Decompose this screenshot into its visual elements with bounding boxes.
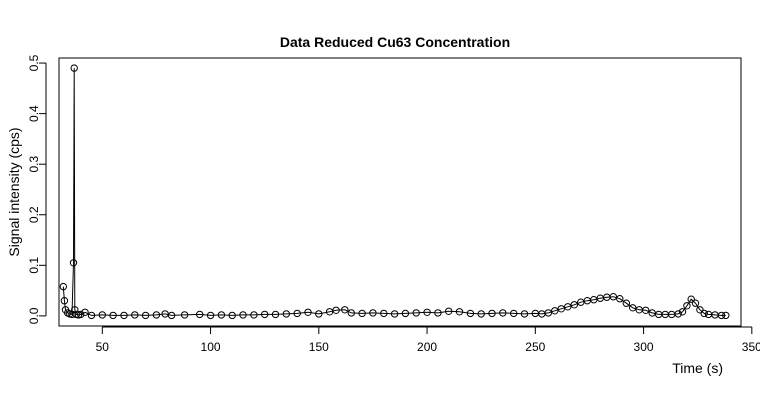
chart-title: Data Reduced Cu63 Concentration: [280, 34, 510, 50]
data-point: [499, 309, 507, 317]
y-axis: 0.0 0.1 0.2 0.3 0.4 0.5: [27, 54, 47, 324]
data-point: [152, 311, 161, 319]
data-point: [109, 311, 117, 320]
data-point: [629, 304, 637, 312]
data-point: [488, 309, 496, 318]
x-axis-label: Time (s): [672, 360, 723, 376]
data-point: [466, 309, 475, 318]
x-tick-label: 250: [525, 340, 545, 354]
data-point: [141, 311, 150, 320]
data-point: [59, 282, 67, 291]
data-point: [87, 311, 96, 320]
data-point: [120, 311, 128, 320]
data-point: [77, 310, 85, 319]
x-tick-label: 50: [96, 340, 110, 354]
data-point: [261, 310, 269, 319]
data-point: [293, 309, 301, 318]
data-point: [315, 310, 323, 318]
data-point: [81, 308, 89, 316]
series-layer: [59, 64, 730, 320]
data-point: [131, 311, 139, 319]
y-tick-label: 0.5: [27, 54, 41, 71]
data-point: [369, 309, 377, 317]
data-point: [477, 310, 485, 318]
data-point: [445, 307, 453, 315]
x-tick-label: 350: [742, 340, 760, 354]
data-point: [544, 309, 552, 317]
data-point: [341, 306, 349, 314]
data-point: [358, 309, 366, 318]
data-point: [282, 310, 290, 318]
data-point: [717, 311, 726, 320]
y-axis-label: Signal intensity (cps): [6, 127, 22, 256]
y-tick-label: 0.2: [27, 206, 41, 223]
data-point: [69, 259, 78, 267]
x-tick-label: 100: [201, 340, 221, 354]
data-point: [380, 309, 388, 318]
data-point: [423, 308, 431, 316]
data-point: [347, 309, 355, 317]
y-tick-label: 0.4: [27, 105, 41, 122]
data-point: [616, 295, 624, 303]
data-point: [239, 311, 247, 319]
data-point: [674, 310, 682, 318]
data-point: [551, 307, 559, 315]
data-point: [167, 311, 176, 320]
data-point: [609, 293, 617, 301]
data-point: [250, 311, 258, 319]
data-point: [455, 308, 464, 316]
data-point: [60, 297, 69, 305]
data-point: [678, 308, 687, 316]
data-point: [70, 64, 78, 72]
data-point: [510, 309, 518, 318]
data-point: [520, 310, 529, 318]
data-point: [412, 309, 420, 317]
y-tick-label: 0.0: [27, 307, 41, 324]
data-point: [217, 311, 226, 319]
x-tick-label: 300: [634, 340, 654, 354]
data-point: [71, 306, 79, 314]
data-point: [642, 306, 650, 314]
data-point: [390, 310, 399, 318]
data-point: [98, 311, 107, 319]
y-tick-label: 0.3: [27, 156, 41, 173]
data-point: [401, 309, 410, 318]
data-point: [700, 309, 708, 318]
data-point: [206, 311, 215, 320]
plot-frame: [58, 57, 742, 327]
data-point: [564, 303, 572, 311]
data-point: [570, 301, 578, 309]
data-point: [722, 311, 730, 320]
series-line: [62, 68, 726, 316]
data-point: [622, 299, 630, 307]
data-point: [557, 305, 565, 313]
data-point: [687, 295, 695, 303]
data-point: [696, 306, 704, 314]
x-tick-label: 150: [309, 340, 329, 354]
data-point: [196, 310, 204, 319]
data-point: [691, 299, 700, 307]
data-point: [271, 310, 280, 319]
y-tick-label: 0.1: [27, 257, 41, 274]
data-point: [332, 306, 340, 314]
data-point: [180, 311, 189, 319]
x-axis: 50 100 150 200 250 300 350: [96, 326, 760, 354]
data-point: [304, 308, 312, 316]
data-point: [434, 309, 442, 317]
x-tick-label: 200: [417, 340, 437, 354]
data-point: [683, 302, 691, 310]
data-point: [228, 311, 236, 320]
